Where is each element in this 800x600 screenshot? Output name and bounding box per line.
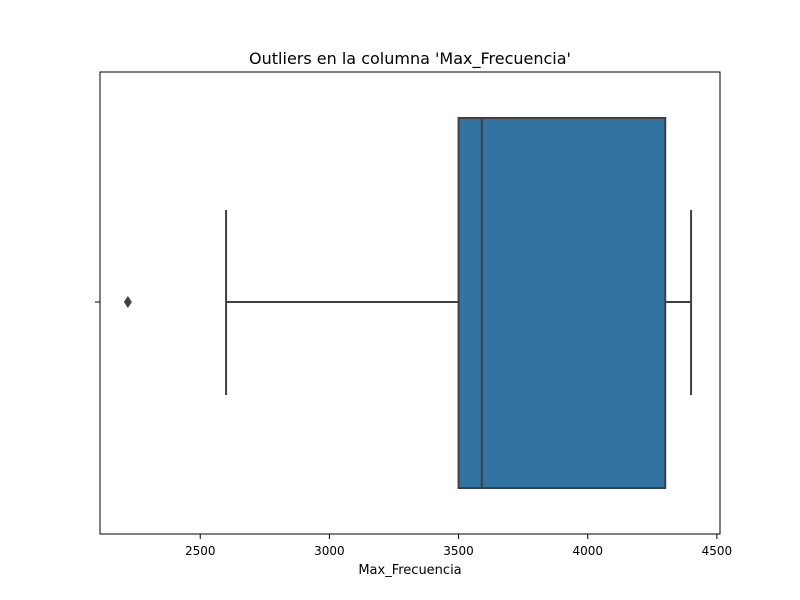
outliers <box>123 296 132 308</box>
x-tick-label: 4000 <box>572 544 603 558</box>
x-axis: 2500 3000 3500 4000 4500 <box>185 534 732 558</box>
x-tick-label: 4500 <box>702 544 733 558</box>
x-tick-label: 3500 <box>443 544 474 558</box>
x-tick-label: 3000 <box>314 544 345 558</box>
plot-area-frame <box>99 71 721 535</box>
outlier-point <box>123 296 132 308</box>
chart-title: Outliers en la columna 'Max_Frecuencia' <box>249 49 571 69</box>
box-plot <box>123 117 693 489</box>
iqr-box <box>457 117 667 489</box>
x-tick-label: 2500 <box>185 544 216 558</box>
x-axis-label: Max_Frecuencia <box>358 563 461 578</box>
